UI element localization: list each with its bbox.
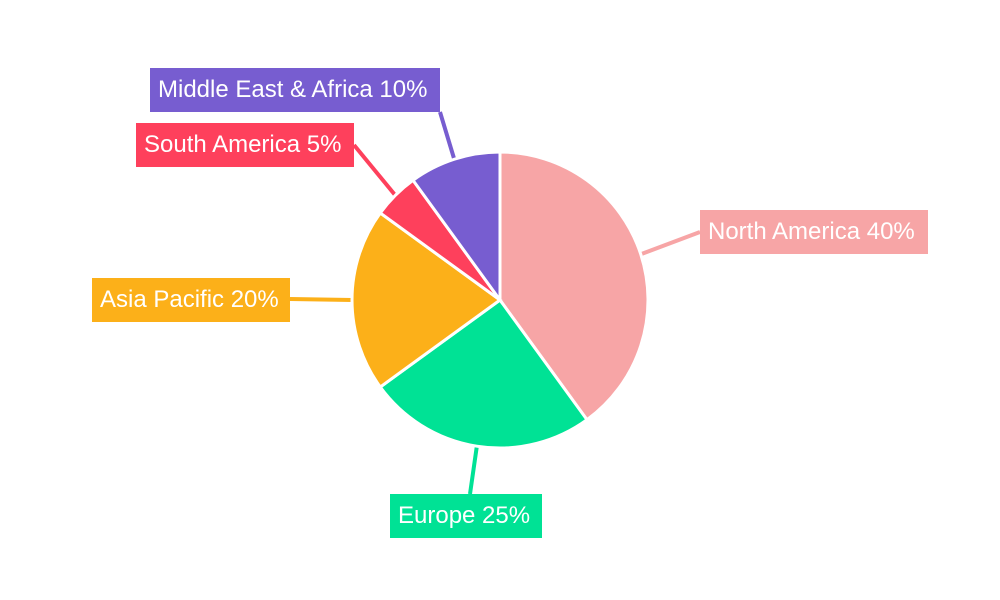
slice-north-america[interactable] xyxy=(498,150,650,422)
leader-line-south-america xyxy=(352,143,397,197)
leader-line-north-america xyxy=(640,230,701,257)
label-asia-pacific: Asia Pacific 20% xyxy=(92,278,290,322)
slice-europe[interactable] xyxy=(378,297,590,450)
label-south-america: South America 5% xyxy=(136,123,354,167)
leader-line-middle-east-africa xyxy=(438,111,457,160)
leader-line-asia-pacific xyxy=(289,297,353,302)
label-europe: Europe 25% xyxy=(390,494,542,538)
slice-asia-pacific[interactable] xyxy=(350,210,503,390)
leader-line-europe xyxy=(468,445,479,495)
slice-middle-east-africa[interactable] xyxy=(410,150,502,305)
label-north-america: North America 40% xyxy=(700,210,928,254)
label-middle-east-africa: Middle East & Africa 10% xyxy=(150,68,440,112)
